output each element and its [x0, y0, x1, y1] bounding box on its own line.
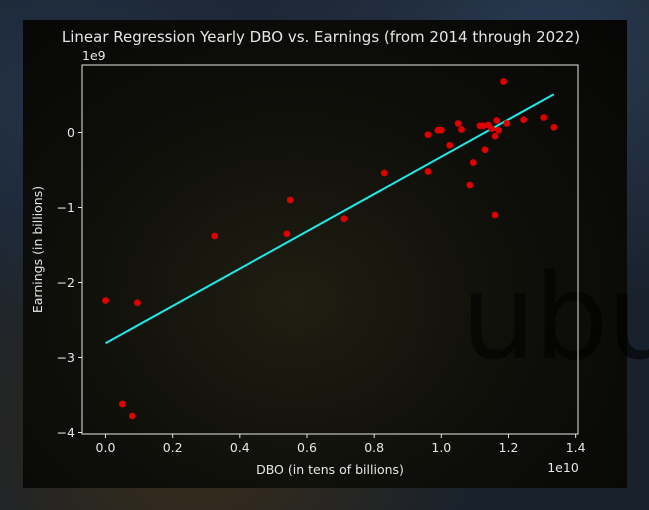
data-point	[481, 146, 489, 154]
data-point	[503, 120, 511, 127]
data-point	[211, 232, 219, 240]
x-tick-label: 1.4	[566, 440, 586, 455]
x-tick-label: 0.8	[364, 440, 384, 455]
data-point	[424, 131, 432, 139]
chart-figure: ubur Linear Regression Yearly DBO vs. Ea…	[23, 20, 649, 488]
data-point	[118, 400, 126, 408]
x-tick-label: 0.6	[297, 440, 317, 455]
data-point	[469, 159, 477, 166]
y-axis-label: Earnings (in billions)	[30, 186, 45, 313]
scatter-chart: Linear Regression Yearly DBO vs. Earning…	[30, 28, 586, 477]
data-point	[491, 132, 499, 140]
x-axis-label: DBO (in tens of billions)	[256, 462, 404, 477]
background-watermark: ubur	[461, 248, 649, 386]
x-tick-label: 0.0	[96, 440, 116, 455]
y-tick-label: −2	[57, 275, 75, 290]
data-point	[500, 78, 507, 85]
data-point	[437, 126, 445, 134]
data-point	[128, 412, 136, 420]
regression-line-layer	[105, 93, 555, 345]
x-tick-label: 1.0	[431, 440, 451, 455]
y-tick-label: −3	[57, 350, 75, 365]
data-point	[488, 125, 496, 133]
data-point	[102, 297, 109, 304]
y-tick-label: −4	[57, 425, 75, 440]
data-point	[479, 122, 487, 130]
x-axis-offset-label: 1e10	[547, 460, 579, 475]
data-point	[454, 120, 462, 127]
y-tick-label: 0	[67, 125, 75, 140]
x-axis-ticks: 0.0 0.2 0.4 0.6 0.8 1.0 1.2 1.4	[96, 434, 586, 455]
plot-axes	[81, 64, 579, 435]
x-tick-label: 0.2	[163, 440, 183, 455]
data-point	[424, 168, 432, 175]
data-point	[495, 126, 502, 134]
plot-frame	[81, 64, 579, 435]
chart-title: Linear Regression Yearly DBO vs. Earning…	[62, 28, 580, 46]
data-point	[520, 116, 527, 124]
data-point	[134, 299, 141, 307]
data-point	[493, 117, 501, 124]
regression-line	[105, 93, 555, 345]
y-axis-offset-label: 1e9	[82, 48, 106, 63]
data-point	[286, 196, 294, 204]
data-point	[283, 230, 291, 238]
data-point	[540, 114, 548, 121]
data-points-layer	[102, 78, 558, 420]
y-axis-ticks: 0 −1 −2 −3 −4	[57, 125, 82, 440]
data-point	[446, 141, 454, 149]
x-tick-label: 1.2	[499, 440, 519, 455]
y-tick-label: −1	[57, 200, 75, 215]
data-point	[491, 211, 499, 219]
x-tick-label: 0.4	[230, 440, 250, 455]
data-point	[550, 123, 558, 131]
data-point	[466, 181, 474, 189]
data-point	[340, 215, 348, 223]
data-point	[458, 126, 465, 133]
data-point	[380, 169, 388, 177]
